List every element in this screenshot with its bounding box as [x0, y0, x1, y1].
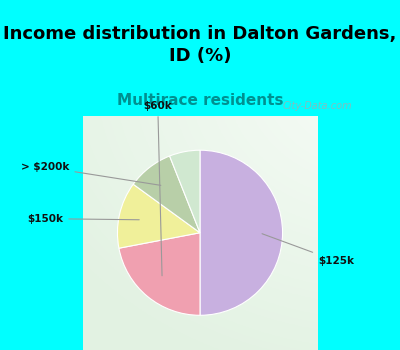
Wedge shape: [118, 184, 200, 248]
Text: $150k: $150k: [27, 214, 139, 224]
Text: $125k: $125k: [262, 234, 354, 266]
Wedge shape: [133, 156, 200, 233]
Text: Multirace residents: Multirace residents: [117, 93, 283, 108]
Text: Income distribution in Dalton Gardens,
ID (%): Income distribution in Dalton Gardens, I…: [3, 25, 397, 65]
Text: City-Data.com: City-Data.com: [282, 101, 352, 111]
Wedge shape: [170, 150, 200, 233]
Wedge shape: [119, 233, 200, 315]
Text: $60k: $60k: [144, 101, 172, 276]
Wedge shape: [200, 150, 282, 315]
Text: > $200k: > $200k: [21, 162, 161, 186]
